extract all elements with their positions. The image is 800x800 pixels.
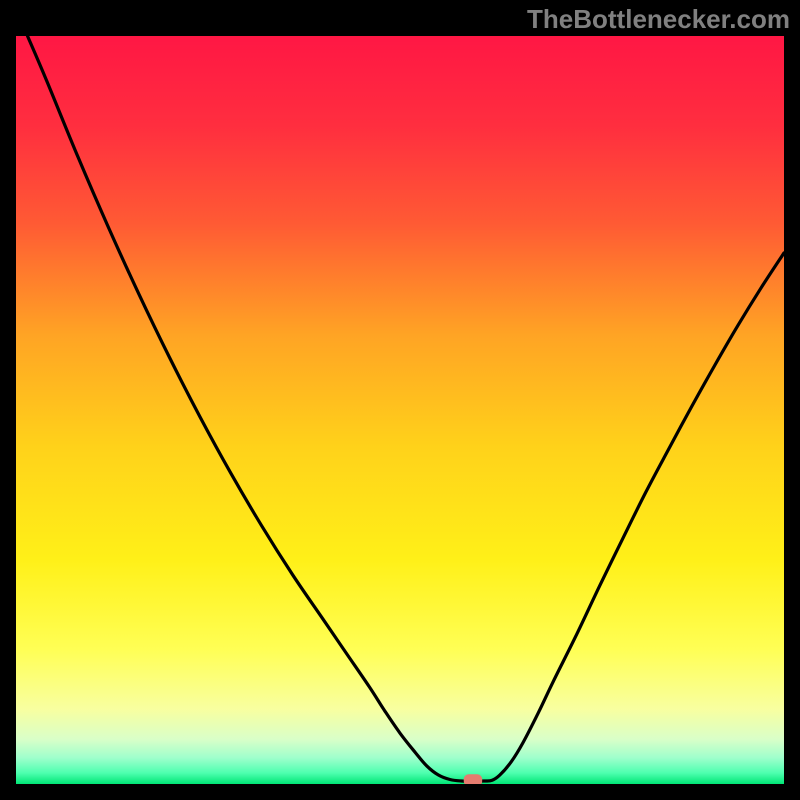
optimal-point-marker (464, 774, 482, 784)
chart-plot-area (16, 36, 784, 784)
gradient-background (16, 36, 784, 784)
watermark-text: TheBottlenecker.com (527, 4, 790, 35)
bottleneck-chart-svg (16, 36, 784, 784)
